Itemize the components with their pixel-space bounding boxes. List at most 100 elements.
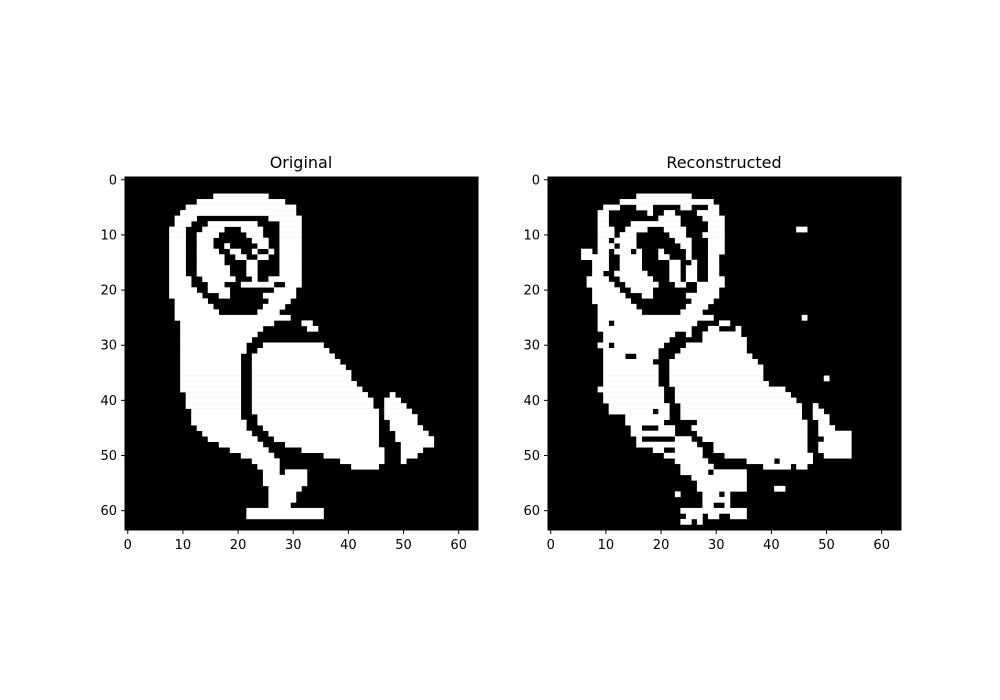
pixel-run-original (257, 419, 379, 426)
pixel-run-reconstructed (696, 518, 703, 525)
pixel-run-reconstructed (608, 403, 670, 409)
pixel-run-original (279, 243, 302, 249)
pixel-run-original (262, 303, 286, 310)
pixel-run-reconstructed (669, 370, 764, 376)
x-tick-label-reconstructed: 60 (873, 538, 890, 553)
pixel-run-reconstructed (818, 447, 852, 454)
pixel-run-reconstructed (636, 248, 643, 255)
pixel-run-original (279, 248, 302, 255)
pixel-run-reconstructed (647, 210, 654, 216)
y-tick-label-original: 20 (100, 284, 117, 299)
pixel-run-original (191, 414, 242, 420)
pixel-run-reconstructed (592, 298, 631, 305)
pixel-run-original (268, 491, 297, 498)
pixel-run-reconstructed (696, 430, 808, 437)
y-tick-label-original: 60 (100, 504, 117, 519)
pixel-run-reconstructed (608, 408, 654, 415)
pixel-run-original (180, 342, 247, 349)
pixel-run-reconstructed (658, 425, 676, 431)
x-tick-label-reconstructed: 30 (708, 538, 725, 553)
pixel-run-original (400, 447, 424, 454)
pixel-run-original (262, 469, 280, 476)
pixel-run-original (257, 414, 379, 420)
y-tick-label-reconstructed: 30 (523, 339, 540, 354)
pixel-run-original (185, 403, 242, 409)
pixel-run-reconstructed (592, 287, 620, 294)
pixel-run-original (284, 441, 379, 448)
pixel-run-reconstructed (674, 353, 753, 360)
pixel-run-original (169, 265, 186, 272)
pixel-run-original (213, 193, 269, 200)
pixel-run-original (246, 259, 258, 266)
pixel-run-reconstructed (691, 298, 714, 305)
pixel-run-reconstructed (597, 232, 615, 238)
pixel-run-reconstructed (818, 419, 830, 426)
pixel-run-reconstructed (669, 259, 681, 266)
pixel-run-reconstructed (614, 270, 648, 277)
pixel-run-original (262, 425, 379, 431)
pixel-run-original (169, 226, 186, 233)
pixel-run-reconstructed (619, 199, 714, 205)
pixel-run-original (389, 425, 424, 431)
pixel-run-reconstructed (586, 281, 615, 288)
pixel-run-reconstructed (707, 276, 725, 283)
pixel-run-reconstructed (597, 243, 615, 249)
pixel-run-reconstructed (592, 292, 626, 299)
pixel-run-reconstructed (597, 215, 609, 222)
pixel-run-reconstructed (674, 392, 791, 398)
pixel-run-original (251, 364, 346, 371)
pixel-run-reconstructed (669, 375, 764, 382)
pixel-run-original (202, 226, 225, 233)
pixel-run-original (174, 314, 291, 321)
pixel-run-reconstructed (707, 226, 725, 233)
pixel-run-reconstructed (707, 248, 725, 255)
pixel-run-reconstructed (636, 193, 692, 200)
y-tick-label-original: 10 (100, 228, 117, 243)
pixel-run-original (246, 507, 324, 514)
pixel-run-reconstructed (597, 314, 714, 321)
pixel-run-original (229, 248, 242, 255)
pixel-run-original (207, 287, 231, 294)
pixel-run-original (307, 325, 319, 332)
pixel-run-original (273, 436, 379, 442)
pixel-run-reconstructed (674, 436, 692, 442)
x-tick-label-reconstructed: 10 (598, 538, 615, 553)
pixel-run-reconstructed (707, 237, 725, 244)
pixel-run-original (279, 259, 302, 266)
pixel-run-reconstructed (691, 425, 808, 431)
pixel-run-reconstructed (691, 474, 747, 481)
pixel-run-original (246, 270, 258, 277)
pixel-run-original (229, 447, 269, 454)
pixel-run-reconstructed (696, 419, 808, 426)
pixel-run-reconstructed (663, 210, 676, 216)
pixel-run-original (400, 441, 435, 448)
pixel-run-reconstructed (603, 397, 665, 404)
pixel-run-reconstructed (674, 397, 797, 404)
pixel-run-original (279, 265, 302, 272)
pixel-run-reconstructed (812, 408, 825, 415)
pixel-run-reconstructed (674, 386, 786, 393)
pixel-run-reconstructed (702, 336, 747, 343)
pixel-run-reconstructed (669, 265, 681, 272)
pixel-run-reconstructed (696, 210, 709, 216)
pixel-run-original (191, 419, 247, 426)
pixel-run-reconstructed (680, 243, 692, 249)
pixel-run-original (279, 221, 302, 227)
pixel-run-reconstructed (696, 485, 747, 492)
pixel-run-reconstructed (603, 347, 659, 354)
pixel-run-original (251, 353, 335, 360)
x-ticks-reconstructed: 0 10 20 30 40 50 60 (547, 530, 890, 553)
pixel-run-reconstructed (603, 204, 620, 211)
pixel-run-reconstructed (597, 226, 615, 233)
pixel-run-original (196, 254, 225, 260)
pixel-run-original (207, 436, 258, 442)
plot-title-reconstructed: Reconstructed (666, 153, 781, 172)
pixel-run-original (169, 232, 186, 238)
pixel-run-reconstructed (823, 452, 852, 459)
pixel-run-reconstructed (796, 226, 808, 233)
pixel-run-reconstructed (707, 265, 720, 272)
pixel-run-original (174, 303, 214, 310)
pixel-run-reconstructed (707, 259, 720, 266)
pixel-run-original (169, 237, 186, 244)
pixel-run-original (240, 452, 275, 459)
